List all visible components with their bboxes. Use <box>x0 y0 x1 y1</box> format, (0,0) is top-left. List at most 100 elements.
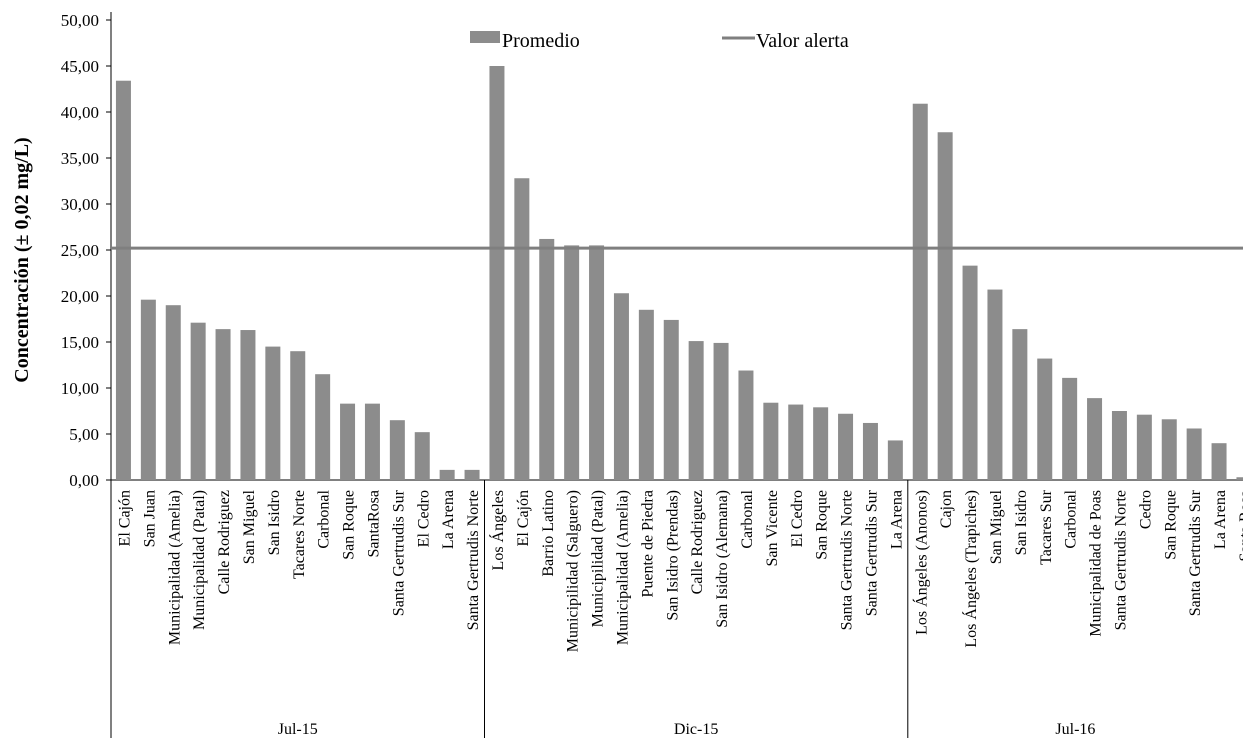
category-label: San Roque <box>1162 490 1179 560</box>
legend-label-promedio: Promedio <box>502 30 580 52</box>
category-label: La Arena <box>888 490 905 549</box>
category-label: Municipilidad (Patal) <box>590 490 607 627</box>
category-label: Municipalidad (Amelia) <box>614 490 631 645</box>
category-label: San Roque <box>814 490 831 560</box>
category-label: San Miguel <box>988 489 1005 564</box>
bar-jul-16-santa-rosa <box>1236 477 1243 480</box>
category-label: Municipalidad (Patal) <box>191 490 208 630</box>
category-label: Santa Rosa <box>1237 490 1243 562</box>
category-label: Santa Gertrudis Sur <box>390 489 407 616</box>
bar-dic-15-puente-de-piedra <box>638 309 654 480</box>
bar-jul-16-los-angeles-anonos <box>912 103 928 480</box>
bar-jul-16-san-isidro <box>1012 329 1028 480</box>
category-label: Santa Gertrudis Sur <box>1187 489 1204 616</box>
category-label: Santa Gertrudis Norte <box>839 490 856 630</box>
bar-jul-15-carbonal <box>315 374 331 480</box>
category-label: SantaRosa <box>365 490 382 558</box>
group-label-dic-15: Dic-15 <box>674 721 718 738</box>
y-tick-label: 40,00 <box>61 103 99 122</box>
bar-dic-15-calle-rodriguez <box>688 341 704 480</box>
category-label: San Roque <box>341 490 358 560</box>
bar-dic-15-santa-gertrudis-norte <box>838 413 854 480</box>
category-label: San Vicente <box>764 490 781 567</box>
y-tick-label: 10,00 <box>61 379 99 398</box>
bar-dic-15-el-cedro <box>788 404 804 480</box>
category-label: San Juan <box>141 490 158 547</box>
y-tick-label: 15,00 <box>61 333 99 352</box>
bar-jul-15-calle-rodriguez <box>215 329 231 480</box>
bar-jul-16-la-arena <box>1211 443 1227 480</box>
bar-jul-15-el-cedro <box>414 432 430 480</box>
category-label: La Arena <box>440 490 457 549</box>
y-tick-label: 25,00 <box>61 241 99 260</box>
bar-jul-15-municipalidad-patal <box>190 322 206 480</box>
category-label: Puente de Piedra <box>639 490 656 598</box>
category-label: El Cedro <box>415 490 432 547</box>
bar-jul-15-la-arena <box>439 469 455 480</box>
axes-layer: 0,00 5,00 10,00 15,00 20,00 25,00 30,00 35,00 40… <box>61 11 1243 738</box>
bar-dic-15-el-cajon <box>514 178 530 481</box>
category-label: Santa Gertrudis Norte <box>1112 490 1129 630</box>
bar-dic-15-san-isidro-alemana <box>713 342 729 480</box>
category-label: El Cedro <box>789 490 806 547</box>
bar-dic-15-la-arena <box>887 440 903 480</box>
bar-dic-15-san-vicente <box>763 402 779 480</box>
bar-dic-15-san-isidro-prendas <box>663 319 679 480</box>
bar-jul-15-santa-gertrudis-norte <box>464 469 480 480</box>
y-tick-label: 30,00 <box>61 195 99 214</box>
bar-dic-15-los-angeles <box>489 66 505 480</box>
y-tick-label: 5,00 <box>69 425 99 444</box>
bar-jul-15-santarosa <box>364 403 380 480</box>
legend-label-valor-alerta: Valor alerta <box>756 30 849 52</box>
bar-jul-16-cedro <box>1136 414 1152 480</box>
y-tick-label: 35,00 <box>61 149 99 168</box>
bar-dic-15-santa-gertrudis-sur <box>862 422 878 480</box>
category-label: Municipilidad (Salguero) <box>565 490 582 652</box>
bar-jul-15-san-roque <box>340 403 356 480</box>
category-label: Santa Gertrudis Norte <box>465 490 482 630</box>
bar-jul-15-san-miguel <box>240 330 256 480</box>
group-label-jul-16: Jul-16 <box>1055 721 1095 738</box>
y-tick-label: 50,00 <box>61 11 99 30</box>
category-label: San Isidro <box>1013 490 1030 555</box>
category-label: El Cajón <box>116 490 133 546</box>
legend: Promedio Valor alerta <box>470 30 849 52</box>
category-label: Tacares Norte <box>291 490 308 579</box>
category-label: San Isidro (Prendas) <box>664 490 681 621</box>
bar-dic-15-municipilidad-salguero <box>564 245 580 480</box>
group-label-jul-15: Jul-15 <box>278 721 318 738</box>
category-label: Barrio Latino <box>540 490 557 577</box>
bar-jul-16-carbonal <box>1062 377 1078 480</box>
bar-dic-15-carbonal <box>738 370 754 480</box>
y-tick-label: 20,00 <box>61 287 99 306</box>
category-label: Los Ángeles (Anonos) <box>911 490 930 635</box>
category-label: San Miguel <box>241 489 258 564</box>
bar-jul-16-los-angeles-trapiches <box>962 265 978 480</box>
category-label: Carbonal <box>1063 489 1080 548</box>
category-label: Calle Rodriguez <box>689 490 706 594</box>
category-label: Carbonal <box>316 489 333 548</box>
bars-layer <box>115 66 1243 481</box>
bar-dic-15-municipalidad-amelia <box>613 293 629 480</box>
category-label: San Isidro (Alemana) <box>714 490 731 628</box>
category-label: Municipalidad de Poas <box>1088 490 1105 637</box>
category-label: Calle Rodriguez <box>216 490 233 594</box>
y-tick-label: 45,00 <box>61 57 99 76</box>
category-label: Santa Gertrudis Sur <box>863 489 880 616</box>
bar-jul-16-santa-gertrudis-sur <box>1186 428 1202 480</box>
category-label: El Cajón <box>515 490 532 546</box>
y-tick-label: 0,00 <box>69 471 99 490</box>
legend-bar-swatch <box>470 31 500 43</box>
bar-jul-16-cajon <box>937 132 953 481</box>
bar-jul-15-municipalidad-amelia <box>165 305 181 480</box>
category-label: San Isidro <box>266 490 283 555</box>
bar-jul-15-tacares-norte <box>290 351 306 480</box>
category-label: Cedro <box>1137 490 1154 529</box>
labels-layer: Concentración (± 0,02 mg/L) El Cajón San J… <box>11 137 1243 738</box>
category-label: Tacares Sur <box>1038 489 1055 565</box>
bar-dic-15-municipilidad-patal <box>589 245 605 480</box>
y-axis-title: Concentración (± 0,02 mg/L) <box>11 137 33 382</box>
category-label: La Arena <box>1212 490 1229 549</box>
